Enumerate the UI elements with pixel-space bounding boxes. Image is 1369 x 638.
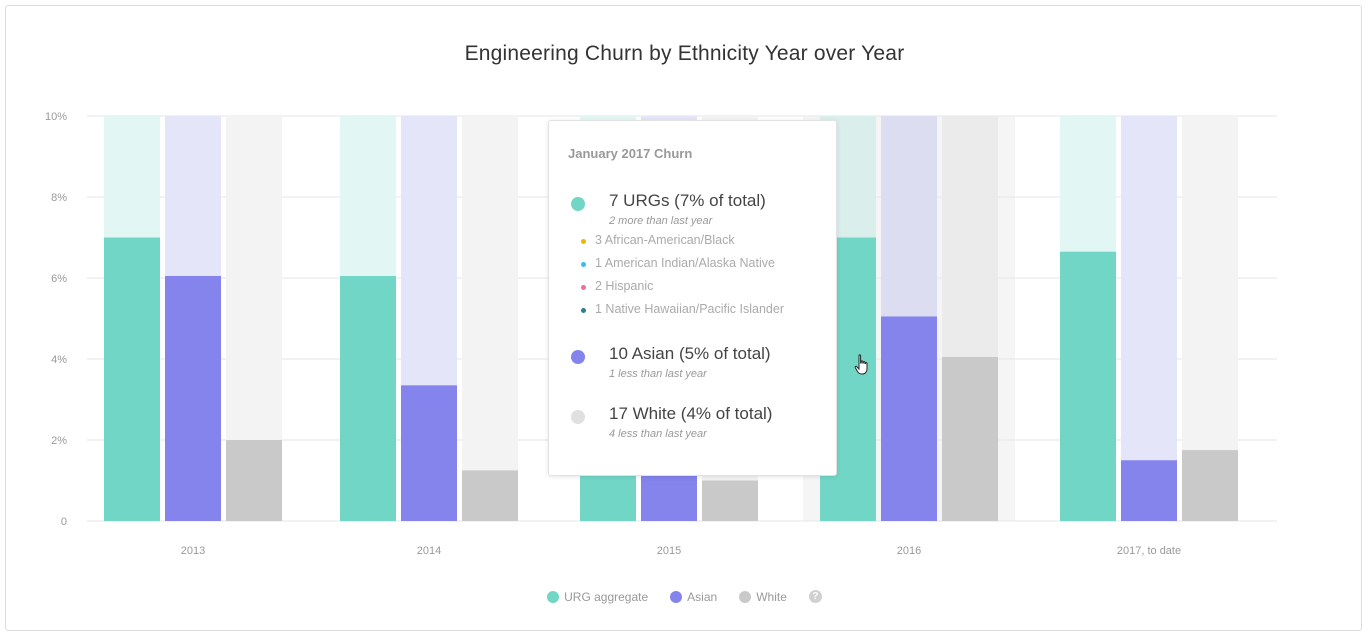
breakdown-dot	[581, 308, 586, 313]
hand-pointer-icon	[854, 354, 868, 375]
y-tick-label: 6%	[51, 273, 67, 285]
legend-item-urg[interactable]: URG aggregate	[547, 590, 648, 604]
bar-white	[462, 470, 518, 521]
x-tick-label: 2015	[657, 545, 681, 557]
chart-title: Engineering Churn by Ethnicity Year over…	[464, 42, 905, 65]
legend-item-asian[interactable]: Asian	[670, 590, 717, 604]
breakdown-dot	[581, 285, 586, 290]
bar-white	[942, 356, 998, 521]
tooltip-breakdown-item: 3 African-American/Black	[581, 233, 735, 247]
x-tick-label: 2013	[181, 545, 205, 557]
y-tick-label: 8%	[51, 192, 67, 204]
bar-asian	[165, 275, 221, 521]
breakdown-dot	[581, 239, 586, 244]
help-icon[interactable]: ?	[808, 590, 822, 603]
bar-asian	[1121, 460, 1177, 521]
tooltip-breakdown-item: 1 American Indian/Alaska Native	[581, 256, 775, 270]
tooltip-white-dot	[571, 410, 585, 424]
breakdown-label: 1 American Indian/Alaska Native	[595, 256, 775, 270]
tooltip-urg-main: 7 URGs (7% of total)	[609, 191, 766, 210]
y-tick-label: 10%	[45, 111, 67, 123]
bar-white	[1182, 450, 1238, 521]
breakdown-label: 1 Native Hawaiian/Pacific Islander	[595, 302, 784, 316]
bar-white	[702, 480, 758, 521]
x-tick-label: 2017, to date	[1117, 545, 1181, 557]
tooltip-breakdown-item: 1 Native Hawaiian/Pacific Islander	[581, 302, 784, 316]
legend-label-asian: Asian	[687, 590, 718, 604]
y-tick-label: 2%	[51, 435, 67, 447]
legend-label-white: White	[756, 590, 787, 604]
tooltip-white-sub: 4 less than last year	[609, 428, 707, 440]
breakdown-dot	[581, 262, 586, 267]
y-tick-label: 4%	[51, 354, 67, 366]
churn-tooltip: January 2017 Churn 7 URGs (7% of total) …	[548, 120, 837, 476]
tooltip-asian-main: 10 Asian (5% of total)	[609, 344, 771, 363]
bar-asian	[401, 385, 457, 521]
bar-white	[226, 440, 282, 521]
tooltip-urg-sub: 2 more than last year	[609, 215, 713, 227]
x-tick-label: 2014	[417, 545, 441, 557]
x-tick-label: 2016	[897, 545, 921, 557]
bar-urg	[1060, 251, 1116, 522]
tooltip-urg-dot	[571, 197, 585, 211]
bar-asian	[881, 316, 937, 521]
bar-track-white	[462, 116, 518, 521]
legend-swatch-white	[739, 591, 752, 603]
legend-label-urg: URG aggregate	[564, 590, 649, 604]
legend-swatch-asian	[670, 591, 683, 603]
tooltip-white-main: 17 White (4% of total)	[609, 404, 773, 423]
breakdown-label: 2 Hispanic	[595, 279, 654, 293]
tooltip-asian-dot	[571, 350, 585, 364]
legend-swatch-urg	[547, 591, 560, 603]
legend-item-white[interactable]: White	[739, 590, 787, 604]
bar-track-asian	[1121, 116, 1177, 521]
y-tick-label: 0	[61, 516, 67, 528]
tooltip-asian-sub: 1 less than last year	[609, 368, 707, 380]
tooltip-breakdown-item: 2 Hispanic	[581, 279, 654, 293]
bar-urg	[340, 275, 396, 521]
chart-legend: URG aggregate Asian White ?	[0, 590, 1369, 604]
tooltip-title: January 2017 Churn	[568, 146, 693, 161]
bar-urg	[104, 237, 160, 521]
breakdown-label: 3 African-American/Black	[595, 233, 735, 247]
